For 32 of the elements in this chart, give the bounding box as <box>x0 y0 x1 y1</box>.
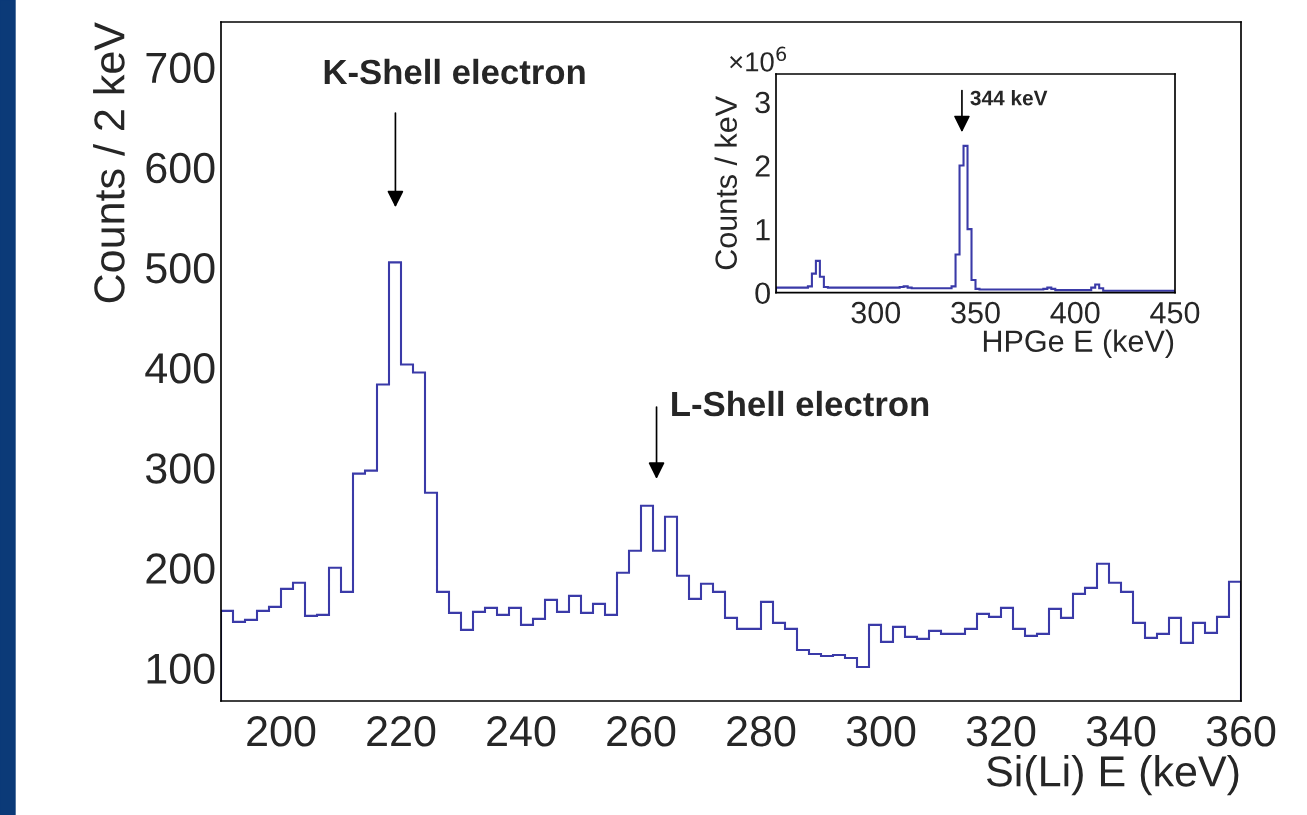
x-tick-label: 450 <box>1150 301 1200 324</box>
y-axis-title: Counts / keV <box>714 96 737 270</box>
y-tick-label: 700 <box>146 52 215 84</box>
y-axis-title: Counts / 2 keV <box>93 22 125 303</box>
y-tick-label: 2 <box>755 155 770 177</box>
x-tick-label: 300 <box>846 716 916 747</box>
x-tick-label: 240 <box>487 716 556 747</box>
x-tick-label: 400 <box>1050 301 1100 324</box>
x-axis-title: HPGe E (keV) <box>983 329 1174 358</box>
y-tick-label: 200 <box>146 553 215 584</box>
y-tick-label: 300 <box>145 453 215 484</box>
x-axis-title: Si(Li) E (keV) <box>986 755 1239 796</box>
y-tick-label: 1 <box>756 219 770 241</box>
x-tick-label: 320 <box>966 716 1036 747</box>
y-tick-label: 3 <box>755 91 770 114</box>
x-tick-label: 280 <box>727 716 796 747</box>
y-tick-label: 0 <box>755 282 770 305</box>
x-tick-label: 350 <box>951 301 1000 324</box>
annotation: K-Shell electron <box>324 58 585 85</box>
y-tick-label: 600 <box>146 152 215 184</box>
x-tick-label: 360 <box>1206 716 1276 747</box>
annotation: ×10$^{6}$ <box>730 46 787 72</box>
x-tick-label: 220 <box>367 716 436 747</box>
annotation: 344 keV <box>970 90 1048 106</box>
x-tick-label: 300 <box>851 301 901 324</box>
x-tick-label: 340 <box>1086 716 1156 747</box>
x-tick-label: 200 <box>247 716 316 747</box>
y-tick-label: 500 <box>146 252 215 284</box>
y-tick-label: 400 <box>145 353 215 384</box>
annotation: L-Shell electron <box>672 390 929 417</box>
y-tick-label: 100 <box>147 653 215 684</box>
x-tick-label: 260 <box>607 716 676 747</box>
